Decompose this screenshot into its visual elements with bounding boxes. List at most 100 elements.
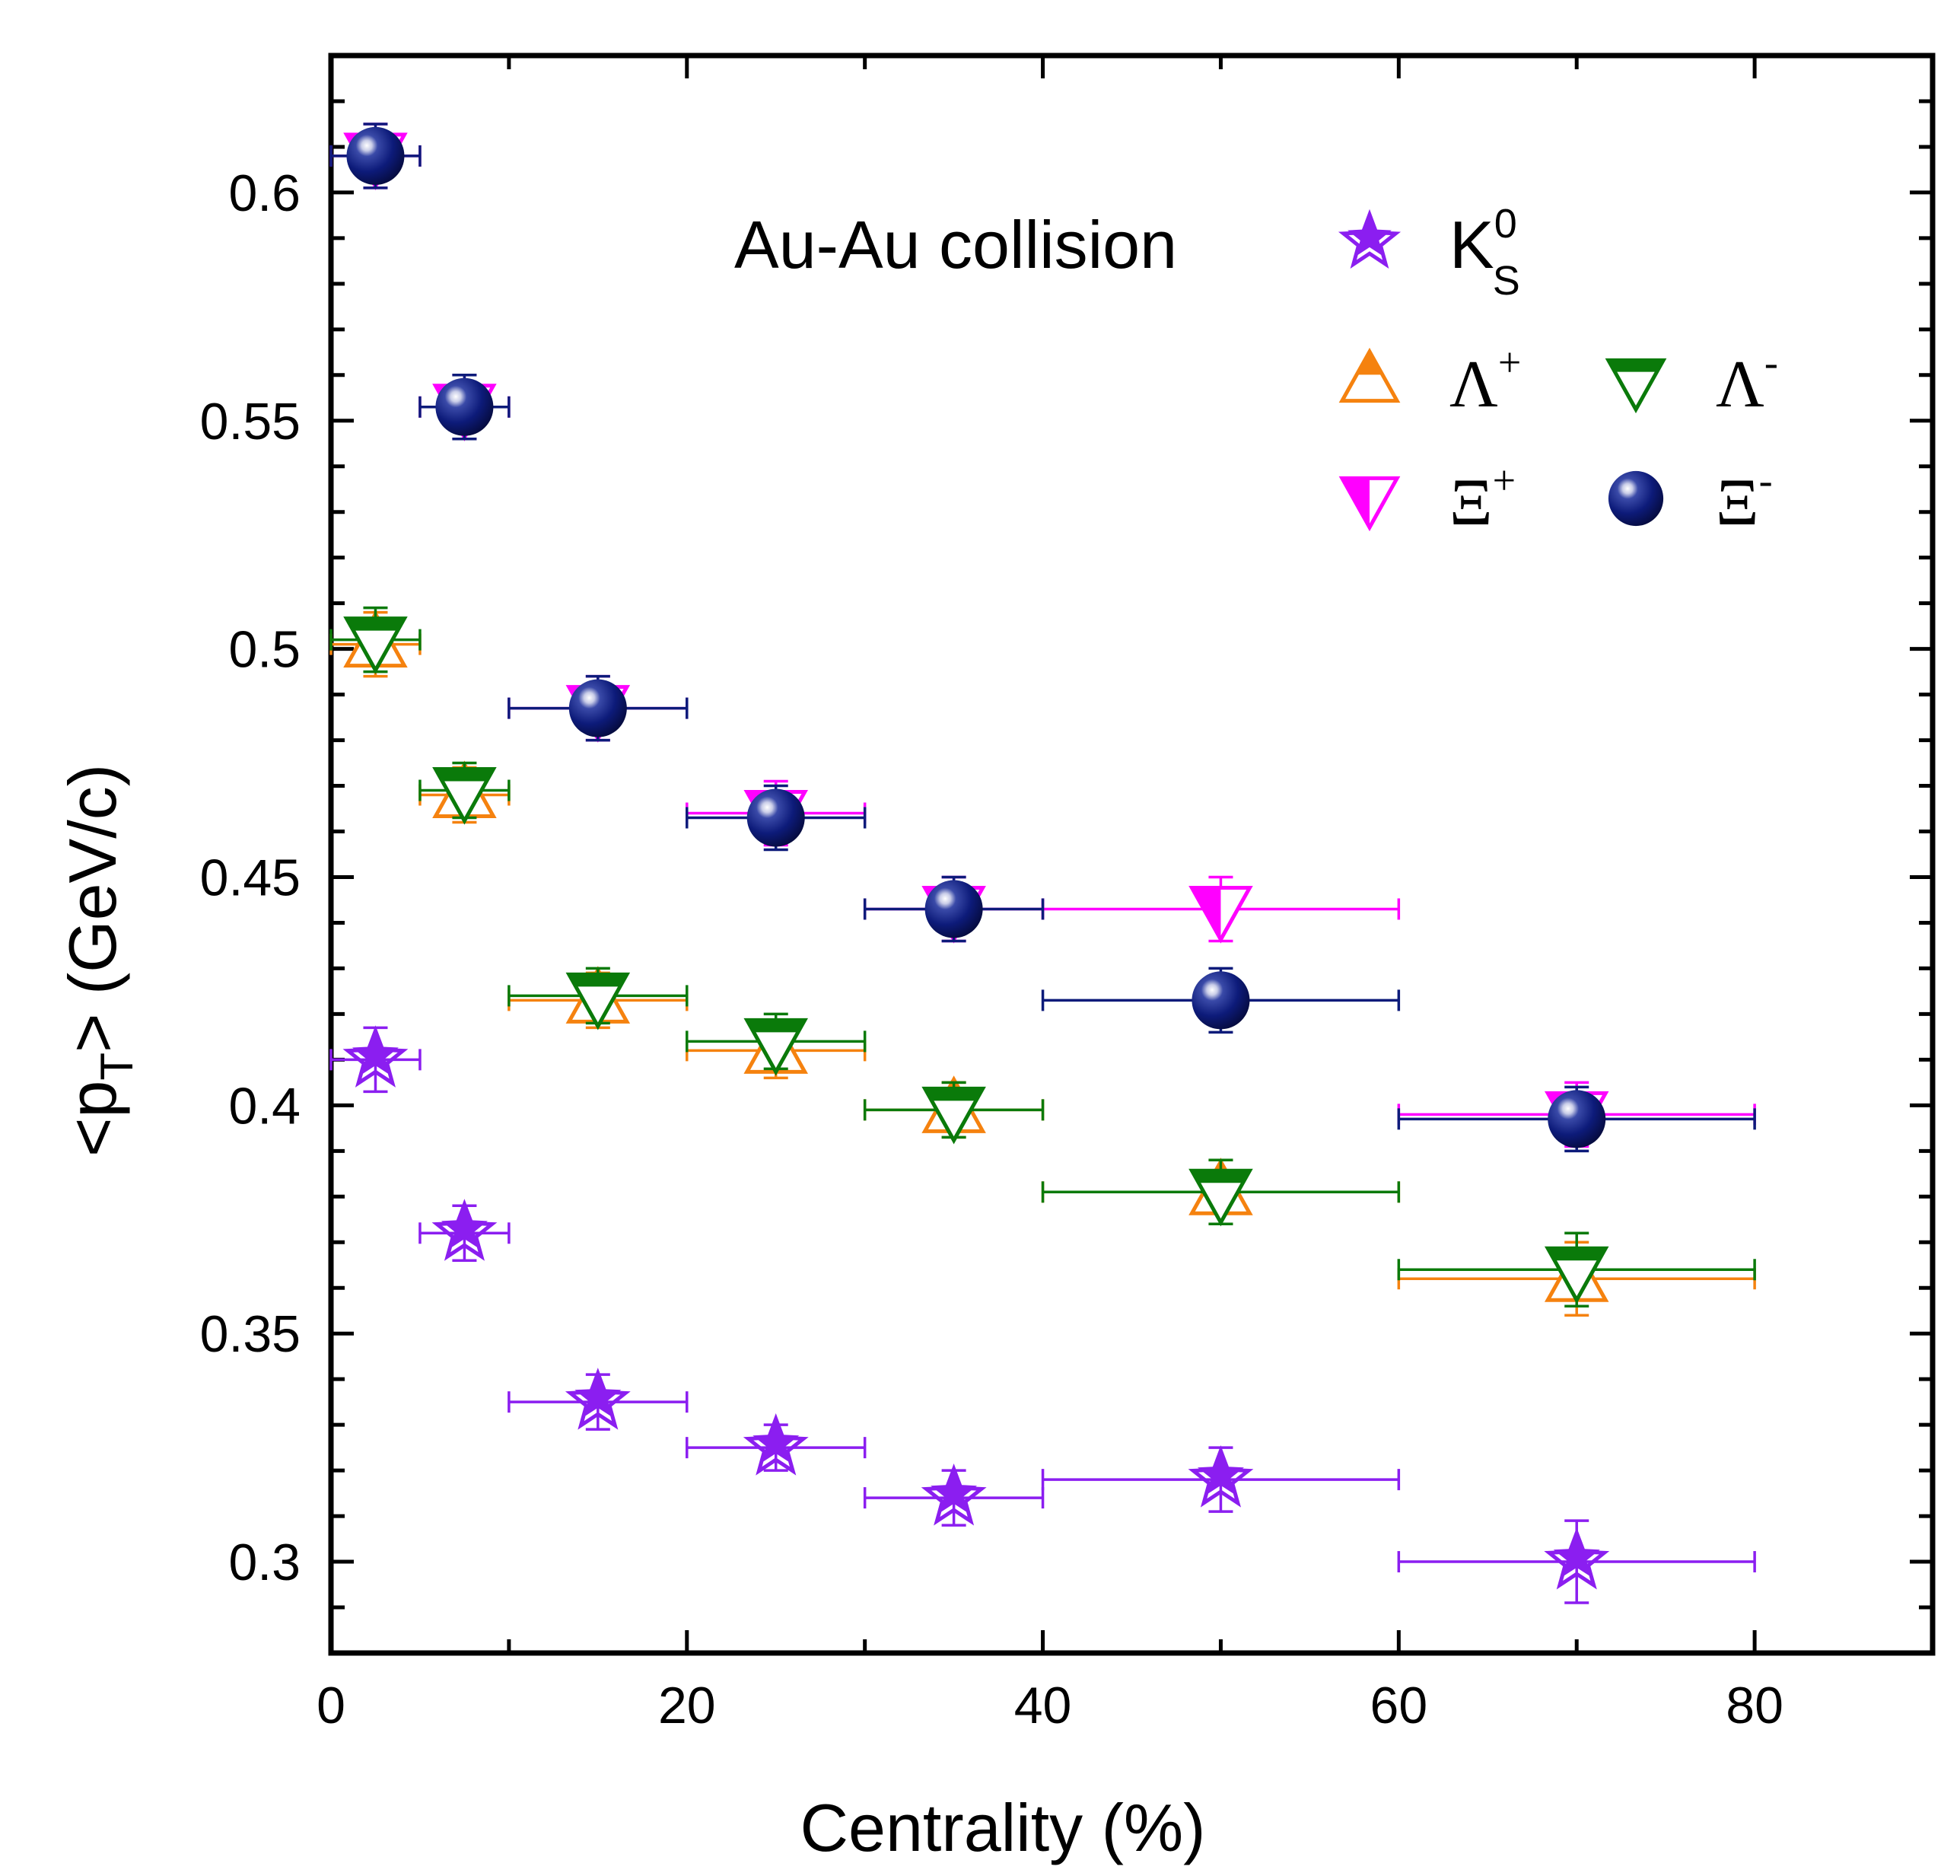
marker-star — [921, 1463, 987, 1526]
marker-triangle-down — [743, 1018, 808, 1076]
marker-triangle-up-fill — [1356, 352, 1383, 375]
legend-entry-Λ-: Λ- — [1605, 339, 1778, 422]
marker-sphere — [1608, 470, 1664, 527]
marker-sphere — [1548, 1090, 1606, 1148]
x-tick-label: 0 — [317, 1677, 345, 1734]
data-point — [508, 967, 689, 1030]
data-point — [329, 606, 422, 674]
marker-triangle-down — [565, 972, 631, 1030]
marker-triangle-down-fill — [1192, 1171, 1250, 1183]
data-point — [1041, 967, 1401, 1034]
marker-star-fill — [1348, 214, 1392, 256]
legend-label-sup: + — [1498, 339, 1521, 385]
data-point — [686, 1012, 867, 1076]
series-Λ- — [329, 606, 1756, 1307]
marker-triangle-down-fill — [435, 769, 494, 782]
marker-triangle-down-half-fill — [1192, 887, 1221, 940]
data-point — [1041, 875, 1401, 944]
data-point — [863, 1463, 1045, 1527]
series-K0S — [329, 1025, 1756, 1604]
marker-star-fill — [1553, 1533, 1600, 1577]
marker-star — [342, 1025, 409, 1088]
marker-triangle-down-half-fill — [1341, 478, 1370, 527]
marker-sphere — [1192, 971, 1250, 1030]
legend-entry-Ξ+: Ξ+ — [1338, 457, 1516, 540]
marker-star-fill — [931, 1469, 977, 1513]
data-point — [329, 1025, 422, 1094]
data-point — [1397, 1231, 1756, 1307]
legend: K0 SΛ+ Λ-Ξ+ Ξ- — [1338, 201, 1778, 540]
series-Ξ- — [329, 123, 1756, 1153]
series-Λ+ — [329, 610, 1756, 1317]
data-point — [418, 761, 511, 825]
axis-ticks: 0 20 40 60 80 0.3 0.35 0.4 0.45 0.5 0.55 0.6 — [200, 53, 1935, 1734]
marker-triangle-down-fill — [924, 1088, 983, 1101]
x-tick-label: 40 — [1014, 1677, 1072, 1734]
marker-sphere — [435, 377, 494, 436]
legend-label: Ξ- — [1716, 457, 1773, 540]
legend-entry-Λ+: Λ+ — [1338, 339, 1521, 422]
marker-star-fill — [441, 1204, 488, 1249]
plot-frame — [328, 53, 1936, 1656]
y-tick-label: 0.45 — [200, 849, 301, 906]
y-tick-label: 0.6 — [228, 164, 301, 222]
plot-border — [328, 53, 1936, 1656]
marker-triangle-down-fill — [568, 974, 627, 987]
data-point — [508, 1368, 689, 1431]
y-tick-label: 0.35 — [200, 1305, 301, 1363]
marker-star-fill — [574, 1373, 622, 1417]
x-tick-label: 80 — [1726, 1677, 1783, 1734]
data-point — [863, 1081, 1045, 1145]
legend-label-main: Λ — [1716, 348, 1764, 422]
marker-star — [1338, 209, 1402, 269]
y-tick-label: 0.4 — [228, 1077, 301, 1135]
legend-label-main: K — [1449, 207, 1494, 282]
series-layer — [329, 123, 1756, 1604]
x-axis-title: Centrality (%) — [800, 1790, 1206, 1865]
y-tick-label: 0.55 — [200, 393, 301, 451]
legend-label-main: Ξ — [1449, 466, 1493, 540]
y-axis-title: <pT> (GeV/c) — [55, 764, 142, 1157]
legend-label: Λ+ — [1449, 339, 1521, 422]
data-point — [1397, 1519, 1756, 1604]
legend-label-sup: - — [1759, 457, 1773, 503]
y-tick-label: 0.5 — [228, 621, 301, 679]
legend-label-main: Ξ — [1716, 466, 1759, 540]
data-point — [1041, 1158, 1401, 1227]
legend-entry-Ξ-: Ξ- — [1608, 457, 1773, 540]
x-tick-label: 20 — [658, 1677, 716, 1734]
y-tick-label: 0.3 — [228, 1534, 301, 1591]
data-point — [418, 1199, 511, 1262]
marker-triangle-down-fill — [746, 1020, 805, 1033]
legend-label-sup: + — [1493, 457, 1516, 503]
marker-star-fill — [1198, 1451, 1244, 1495]
marker-sphere — [924, 880, 983, 938]
marker-triangle-down-fill — [1548, 1248, 1606, 1261]
legend-label: Ξ+ — [1449, 457, 1516, 540]
marker-star-fill — [352, 1030, 399, 1075]
data-point — [508, 674, 689, 742]
marker-star — [1544, 1527, 1610, 1590]
legend-label-sup: 0 — [1494, 201, 1517, 247]
x-tick-label: 60 — [1370, 1677, 1428, 1734]
data-point — [863, 875, 1045, 943]
marker-star-fill — [752, 1419, 800, 1463]
marker-triangle-down-fill — [1608, 360, 1664, 372]
data-point — [418, 374, 511, 441]
chart-title: Au-Au collision — [734, 207, 1177, 282]
legend-label-sub: S — [1493, 258, 1520, 304]
legend-label: Λ- — [1716, 339, 1778, 422]
legend-label-main: Λ — [1449, 348, 1498, 422]
legend-label: K0 S — [1449, 201, 1520, 304]
marker-star — [1188, 1444, 1254, 1508]
data-point — [686, 784, 867, 852]
data-point — [1397, 1085, 1756, 1153]
marker-sphere — [568, 679, 627, 737]
marker-triangle-down-fill — [346, 618, 405, 631]
y-axis-title-end: > (GeV/c) — [55, 764, 130, 1053]
y-axis-title-main: <p — [55, 1081, 130, 1157]
marker-sphere — [746, 788, 805, 847]
marker-triangle-down — [343, 616, 408, 674]
y-axis-title-sub: T — [91, 1053, 142, 1081]
